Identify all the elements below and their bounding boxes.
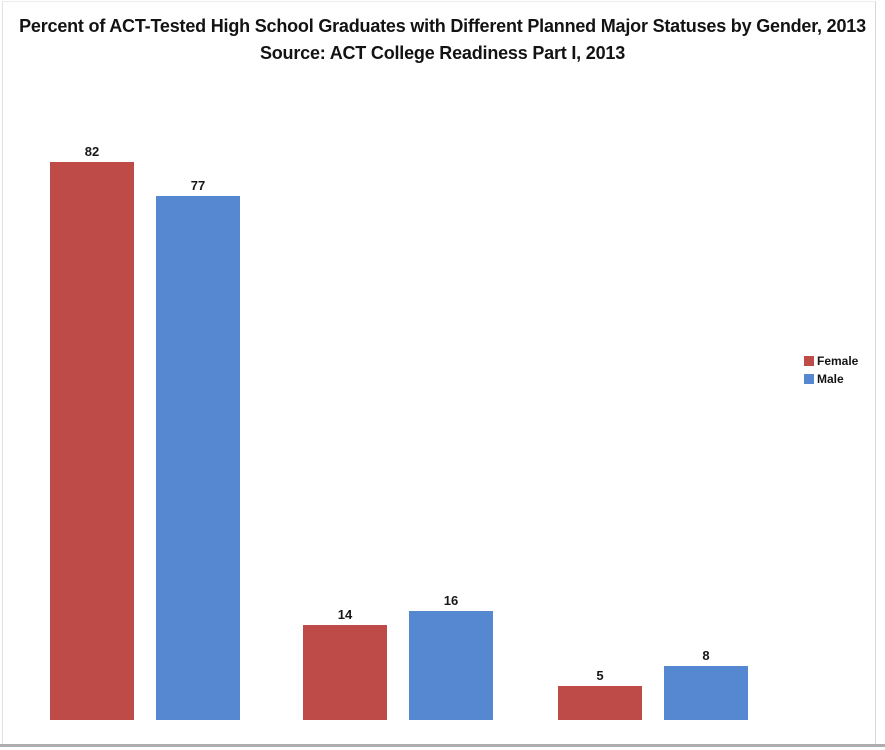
bar-value-label: 16 [443, 593, 459, 608]
bar-value-label: 82 [84, 144, 100, 159]
bar-female-group1 [50, 162, 134, 720]
bar-male-group2 [409, 611, 493, 720]
bar-female-group2 [303, 625, 387, 720]
bar-value-label: 77 [190, 178, 206, 193]
bar-male-group1 [156, 196, 240, 720]
legend-item-female: Female [804, 353, 858, 369]
legend-item-male: Male [804, 371, 858, 387]
bar-value-label: 8 [702, 648, 710, 663]
legend-label: Male [817, 372, 844, 386]
bar-male-group3 [664, 666, 748, 720]
legend-swatch-female [804, 356, 814, 366]
legend-label: Female [817, 354, 859, 368]
bar-value-label: 5 [596, 668, 604, 683]
chart-title: Percent of ACT-Tested High School Gradua… [19, 16, 866, 36]
bottom-border [0, 744, 885, 747]
legend-swatch-male [804, 374, 814, 384]
chart-subtitle: Source: ACT College Readiness Part I, 20… [259, 43, 626, 63]
chart-title-block: Percent of ACT-Tested High School Gradua… [0, 13, 885, 67]
bar-value-label: 14 [337, 607, 353, 622]
legend: Female Male [804, 353, 858, 389]
bar-female-group3 [558, 686, 642, 720]
